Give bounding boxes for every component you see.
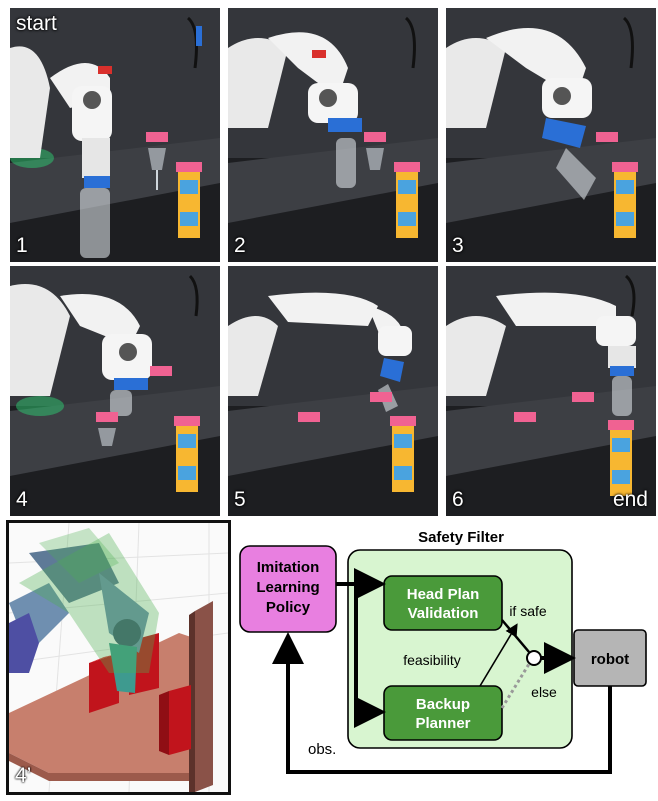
robot-scene-photo: [228, 266, 438, 516]
panel-number: 2: [234, 234, 246, 257]
observation-feedback-arrow: [272, 632, 612, 774]
panel-number: 6: [452, 488, 464, 511]
switch-node: [526, 650, 542, 666]
policy-to-backup-arrow: [354, 584, 386, 728]
if-safe-label: if safe: [509, 603, 547, 619]
panel-number: 3: [452, 234, 464, 257]
panel-number: 4: [16, 488, 28, 511]
photo-panel-2: 2: [228, 8, 438, 262]
feasibility-label: feasibility: [403, 652, 461, 668]
robot-label: robot: [591, 651, 629, 668]
policy-label-line-3: Policy: [266, 599, 311, 616]
panel-number: 5: [234, 488, 246, 511]
observation-label: obs.: [308, 741, 336, 758]
safety-filter-title: Safety Filter: [418, 529, 504, 546]
head-plan-validation-box: [383, 575, 503, 631]
simulation-panel: 4’: [6, 520, 231, 795]
simulation-render: [9, 523, 228, 792]
feasibility-arrow: [479, 623, 518, 687]
photo-panel-6: 6 end: [446, 266, 656, 516]
head-plan-label-line-2: Validation: [408, 605, 479, 622]
robot-scene-photo: [10, 266, 220, 516]
backup-label-line-2: Planner: [415, 715, 470, 732]
robot-scene-photo: [446, 8, 656, 262]
photo-panel-3: 3: [446, 8, 656, 262]
panel-number: 4’: [15, 764, 32, 787]
else-label: else: [531, 684, 557, 700]
photo-panel-1: start 1: [10, 8, 220, 262]
photo-panel-4: 4: [10, 266, 220, 516]
panel-tag: end: [612, 488, 648, 511]
else-line: [500, 663, 531, 709]
head-plan-label-line-1: Head Plan: [407, 586, 480, 603]
if-safe-line: [501, 619, 530, 653]
robot-scene-photo: [10, 8, 220, 262]
robot-scene-photo: [446, 266, 656, 516]
photo-panel-5: 5: [228, 266, 438, 516]
policy-label-line-2: Learning: [256, 579, 319, 596]
panel-tag: start: [16, 12, 57, 35]
panel-number: 1: [16, 234, 28, 257]
policy-label-line-1: Imitation: [257, 559, 320, 576]
robot-scene-photo: [228, 8, 438, 262]
backup-label-line-1: Backup: [416, 696, 470, 713]
safety-filter-diagram: Safety Filter Imitation Learning Policy …: [239, 529, 647, 774]
